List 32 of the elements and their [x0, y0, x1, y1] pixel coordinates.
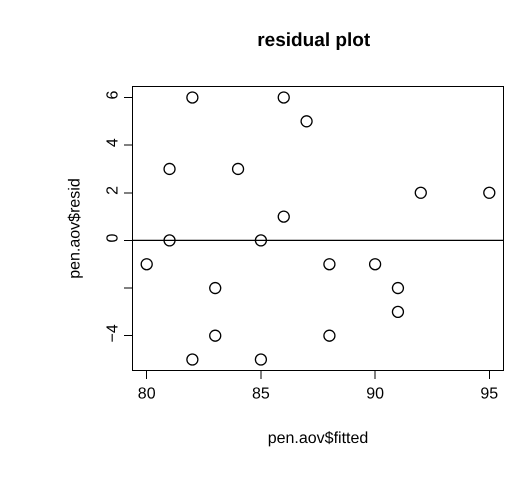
x-tick-label: 95 — [480, 385, 498, 402]
point — [278, 210, 290, 223]
point — [209, 330, 222, 342]
point — [186, 91, 199, 104]
point — [414, 186, 427, 199]
y-tick-label: 6 — [104, 90, 122, 100]
y-tick-label: 4 — [104, 138, 122, 148]
x-tick-label: 80 — [138, 385, 156, 402]
y-tick-label: −4 — [104, 324, 122, 342]
x-axis-title: pen.aov$fitted — [268, 430, 368, 448]
point — [392, 282, 404, 294]
y-axis-title: pen.aov$resid — [66, 178, 84, 279]
point — [163, 234, 176, 247]
point — [278, 91, 290, 104]
point — [232, 162, 244, 176]
point — [368, 258, 382, 270]
point — [140, 258, 153, 270]
point — [392, 306, 404, 318]
point — [323, 258, 336, 270]
point — [209, 282, 222, 294]
point — [254, 234, 268, 247]
chart-title: residual plot — [257, 30, 371, 52]
point — [300, 115, 313, 128]
y-tick-label: 0 — [104, 233, 122, 242]
point — [163, 162, 176, 176]
point — [483, 186, 496, 199]
point — [323, 330, 336, 342]
point — [254, 353, 268, 366]
x-tick-label: 85 — [252, 385, 270, 402]
y-tick-label: 2 — [104, 186, 122, 195]
x-tick-label: 90 — [366, 385, 384, 402]
point — [186, 353, 199, 366]
